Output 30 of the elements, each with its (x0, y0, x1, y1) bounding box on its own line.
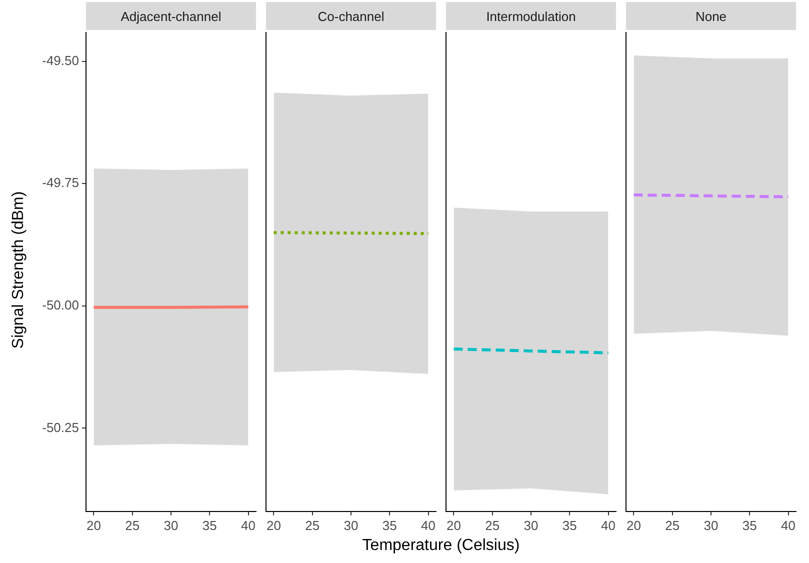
y-tick-label: -50.25 (42, 420, 79, 435)
x-tick-label: 30 (164, 518, 178, 533)
x-tick-label: 30 (344, 518, 358, 533)
x-tick-label: 25 (665, 518, 680, 533)
x-tick-label: 40 (421, 518, 436, 533)
x-tick-label: 30 (524, 518, 538, 533)
x-tick-label: 25 (305, 518, 320, 533)
x-tick-label: 20 (266, 518, 281, 533)
x-tick-label: 35 (742, 518, 757, 533)
x-tick-label: 20 (446, 518, 461, 533)
y-tick-label: -50.00 (42, 298, 79, 313)
x-tick-label: 20 (626, 518, 641, 533)
chart-title: Intermodulation (446, 2, 616, 30)
y-tick-label: -49.50 (42, 52, 79, 68)
x-tick-label: 20 (86, 518, 101, 533)
x-tick-label: 40 (241, 518, 256, 533)
x-axis-title: Temperature (Celsius) (361, 537, 521, 555)
x-tick-label: 25 (125, 518, 140, 533)
x-tick-label: 25 (485, 518, 500, 533)
x-tick-label: 40 (781, 518, 796, 533)
x-tick-label: 35 (202, 518, 217, 533)
chart-title: Co-channel (266, 2, 436, 30)
x-tick-label: 35 (562, 518, 577, 533)
y-tick-label: -49.75 (42, 175, 79, 190)
x-tick-label: 35 (382, 518, 397, 533)
x-tick-label: 30 (704, 518, 718, 533)
y-axis-title: Signal Strength (dBm) (10, 190, 28, 351)
chart-title: Adjacent-channel (86, 2, 256, 30)
chart-title: None (626, 2, 796, 30)
x-tick-label: 40 (601, 518, 616, 533)
